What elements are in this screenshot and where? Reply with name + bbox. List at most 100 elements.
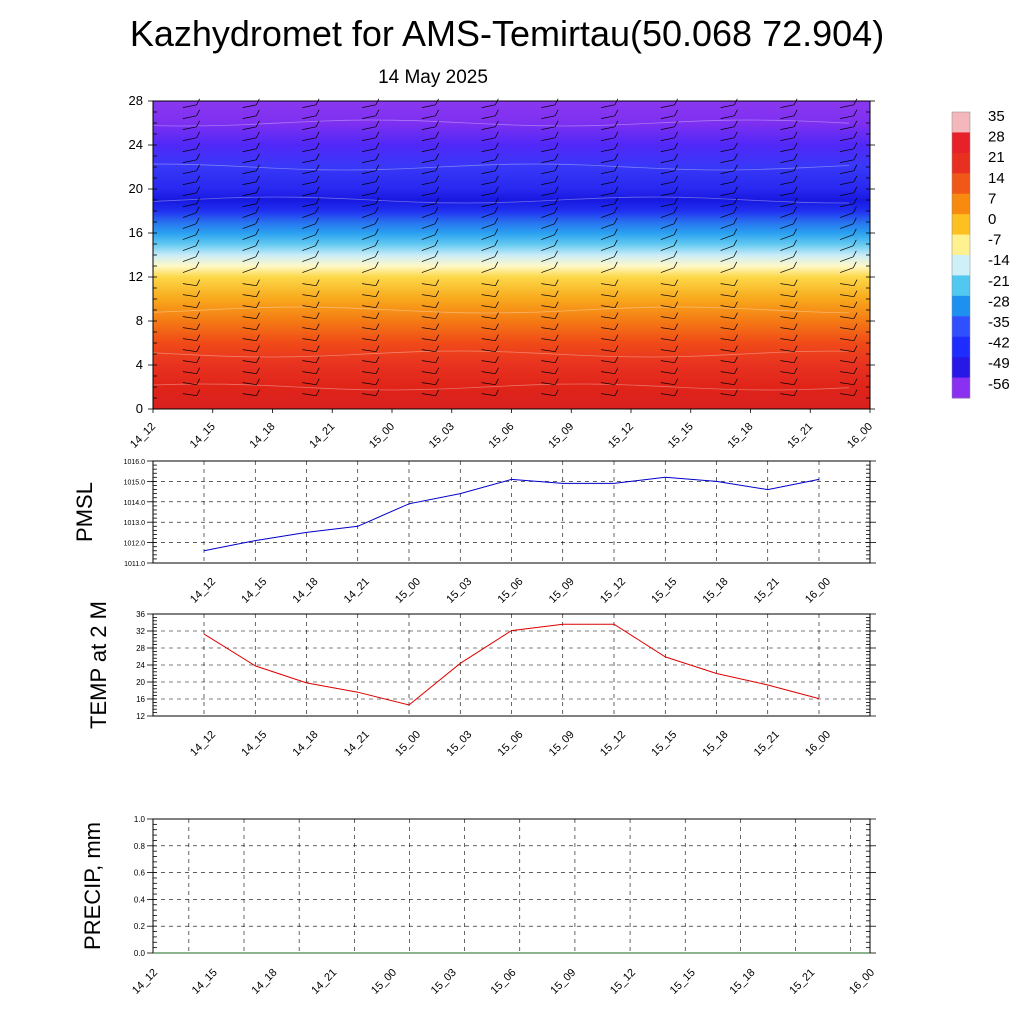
wind-barb	[541, 131, 559, 141]
wind-barb	[601, 228, 618, 240]
wind-barb	[660, 389, 679, 397]
x-tick-label: 15_21	[787, 967, 817, 997]
x-tick-label: 15_12	[598, 729, 628, 759]
x-tick-label: 15_06	[496, 576, 526, 606]
wind-barb	[362, 261, 379, 273]
wind-barb	[182, 279, 201, 287]
wind-barb	[481, 378, 499, 386]
wind-barb	[840, 290, 858, 298]
wind-barb	[541, 98, 559, 108]
wind-barb	[421, 109, 439, 119]
wind-barb	[362, 142, 380, 152]
wind-barb	[481, 228, 499, 240]
wind-barb	[182, 109, 200, 119]
wind-barb	[840, 142, 858, 152]
x-tick-label: 15_09	[548, 967, 578, 997]
y-tick-label: 16	[136, 695, 145, 704]
wind-barb	[660, 131, 678, 141]
wind-barb	[362, 334, 380, 342]
colorbar-label: 21	[988, 149, 1005, 166]
wind-barb	[242, 261, 260, 273]
contour-line	[152, 119, 850, 127]
x-tick-label: 14_18	[250, 967, 280, 997]
wind-barb	[541, 197, 559, 207]
wind-barb	[780, 334, 798, 342]
wind-barb	[182, 356, 201, 364]
y-tick-label: 36	[136, 610, 145, 619]
chart-title: Kazhydromet for AMS-Temirtau(50.068 72.9…	[130, 13, 884, 54]
colorbar-label: 0	[988, 211, 996, 228]
x-tick-label: 15_03	[444, 576, 474, 606]
wind-barb	[421, 98, 439, 108]
wind-barb	[720, 301, 738, 309]
x-tick-label: 15_06	[487, 421, 517, 451]
heatmap-field	[153, 101, 870, 409]
wind-barb	[780, 120, 798, 130]
wind-barb	[481, 206, 499, 218]
wind-barb	[720, 109, 738, 119]
wind-barb	[601, 131, 619, 141]
colorbar-segment	[952, 255, 970, 276]
wind-barb	[660, 279, 679, 287]
wind-barb	[720, 279, 738, 287]
wind-barb	[481, 290, 499, 298]
x-tick-label: 14_21	[309, 967, 339, 997]
wind-barb	[302, 250, 319, 262]
wind-barb	[302, 261, 319, 273]
wind-barb	[242, 356, 260, 364]
x-tick-label: 16_00	[803, 729, 833, 759]
x-tick-label: 14_12	[128, 421, 158, 451]
wind-barb	[660, 217, 678, 229]
wind-barb	[242, 98, 260, 108]
x-tick-label: 14_18	[291, 576, 321, 606]
wind-barb	[362, 290, 380, 298]
wind-barb	[541, 120, 559, 130]
wind-barb	[720, 164, 738, 174]
wind-barb	[780, 378, 798, 386]
wind-barb	[840, 197, 858, 207]
wind-barb	[541, 217, 558, 229]
wind-barb	[601, 109, 619, 119]
x-tick-label: 15_18	[701, 576, 731, 606]
colorbar-segment	[952, 336, 970, 358]
wind-barb	[421, 334, 440, 342]
y-tick-label: 0	[136, 401, 143, 416]
wind-barb	[840, 206, 857, 218]
x-tick-label: 14_21	[342, 729, 372, 759]
wind-barb	[242, 290, 260, 298]
colorbar-segment	[952, 357, 970, 379]
wind-barb	[421, 153, 439, 163]
wind-barb	[660, 153, 678, 163]
wind-barb	[421, 345, 440, 353]
wind-barb	[840, 312, 858, 320]
wind-barb	[362, 131, 380, 141]
wind-barb	[421, 367, 440, 375]
wind-barb	[242, 206, 260, 218]
colorbar-segment	[952, 112, 970, 133]
wind-barb	[302, 334, 320, 342]
wind-barb	[302, 175, 320, 185]
wind-barb	[421, 186, 439, 196]
y-tick-label: 1011.0	[124, 561, 145, 568]
wind-barb	[182, 312, 201, 320]
x-tick-label: 14_18	[291, 729, 321, 759]
wind-barb	[840, 378, 858, 386]
x-tick-label: 14_15	[239, 729, 269, 759]
wind-barb	[362, 356, 380, 364]
wind-barb	[660, 239, 678, 251]
x-tick-label: 15_00	[393, 729, 423, 759]
wind-barb	[601, 345, 619, 353]
wind-barb	[840, 120, 858, 130]
wind-barb	[601, 290, 619, 298]
wind-barb	[601, 250, 618, 262]
wind-barb	[780, 217, 797, 229]
y-tick-label: 1015.0	[124, 479, 146, 486]
wind-barb	[720, 153, 738, 163]
wind-barb	[481, 153, 499, 163]
wind-barb	[541, 250, 558, 262]
wind-barb	[660, 378, 679, 386]
wind-barb	[242, 279, 260, 287]
wind-barb	[601, 323, 619, 331]
x-tick-label: 15_06	[489, 967, 519, 997]
wind-barb	[601, 98, 619, 108]
